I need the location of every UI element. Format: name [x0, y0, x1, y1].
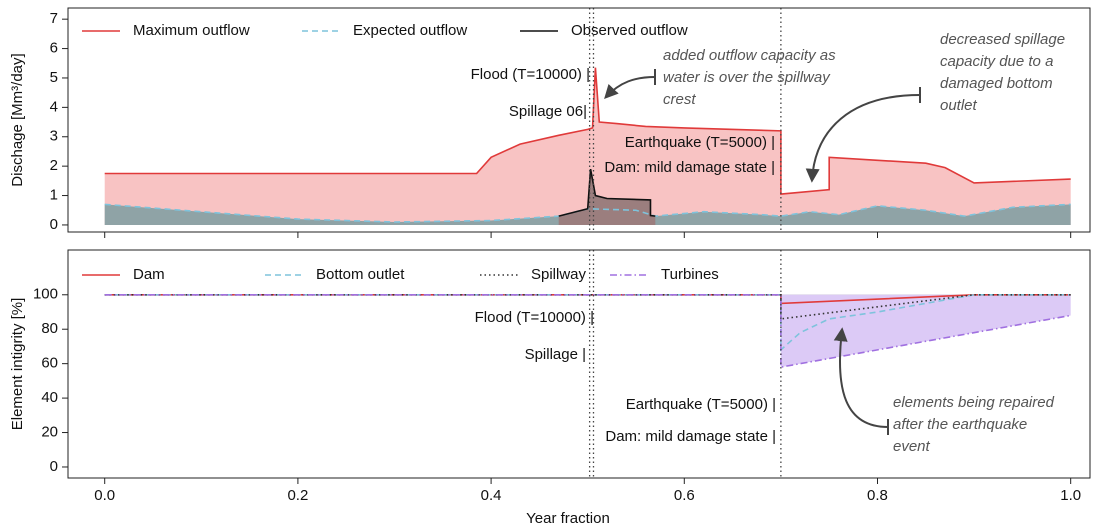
annotation: capacity due to a	[940, 53, 1053, 70]
legend-label: Dam	[133, 266, 165, 283]
x-tick-label: 0.2	[287, 487, 308, 504]
line	[104, 67, 1071, 195]
y-tick-label: 0	[50, 216, 58, 233]
y-tick-label: 60	[41, 355, 58, 372]
line	[558, 168, 656, 217]
line	[104, 293, 1071, 369]
y-tick-label: 7	[50, 10, 58, 27]
area	[104, 294, 1071, 368]
legend-label: Turbines	[661, 266, 719, 283]
arrow	[833, 327, 889, 428]
x-tick-label: 0.4	[481, 487, 502, 504]
annotation: outlet	[940, 97, 978, 114]
annotation: crest	[663, 91, 696, 108]
event-label: Earthquake (T=5000) |	[625, 134, 775, 151]
annotation: water is over the spillway	[663, 69, 831, 86]
y-axis-title: Element intigrity [%]	[9, 298, 26, 431]
annotation: decreased spillage	[940, 31, 1065, 48]
arrow	[805, 94, 921, 183]
event-label: Flood (T=10000) |	[475, 309, 594, 326]
event-label: Dam: mild damage state |	[605, 428, 776, 445]
legend-label: Expected outflow	[353, 22, 467, 39]
y-tick-label: 100	[33, 286, 58, 303]
annotation-arrows	[604, 69, 921, 435]
y-tick-label: 80	[41, 320, 58, 337]
plot-frame	[67, 249, 1091, 479]
area	[558, 169, 656, 225]
arrow	[604, 76, 656, 100]
annotation: damaged bottom	[940, 75, 1053, 92]
line	[104, 203, 1071, 223]
y-tick-label: 5	[50, 69, 58, 86]
y-tick-label: 4	[50, 98, 58, 115]
y-tick-label: 2	[50, 157, 58, 174]
event-label: Flood (T=10000) |	[471, 66, 590, 83]
legend-label: Observed outflow	[571, 22, 688, 39]
event-label: Spillage |	[525, 346, 586, 363]
y-tick-label: 3	[50, 128, 58, 145]
event-label: Spillage 06|	[509, 103, 587, 120]
y-tick-label: 20	[41, 424, 58, 441]
legend-label: Bottom outlet	[316, 266, 405, 283]
x-axis-title: Year fraction	[526, 510, 610, 527]
event-label: Dam: mild damage state |	[604, 159, 775, 176]
annotation: after the earthquake	[893, 416, 1027, 433]
x-tick-label: 0.6	[674, 487, 695, 504]
y-axis-title: Dischage [Mm³/day]	[9, 53, 26, 186]
annotation: elements being repaired	[893, 394, 1055, 411]
annotation: event	[893, 438, 931, 455]
x-tick-label: 0.8	[867, 487, 888, 504]
plot-frame	[67, 7, 1091, 233]
legend-label: Maximum outflow	[133, 22, 250, 39]
y-tick-label: 1	[50, 187, 58, 204]
y-tick-label: 6	[50, 40, 58, 57]
annotation: added outflow capacity as	[663, 47, 836, 64]
x-tick-label: 0.0	[94, 487, 115, 504]
x-tick-label: 1.0	[1060, 487, 1081, 504]
event-label: Earthquake (T=5000) |	[626, 396, 776, 413]
y-tick-label: 40	[41, 389, 58, 406]
y-tick-label: 0	[50, 458, 58, 475]
legend-label: Spillway	[531, 266, 587, 283]
